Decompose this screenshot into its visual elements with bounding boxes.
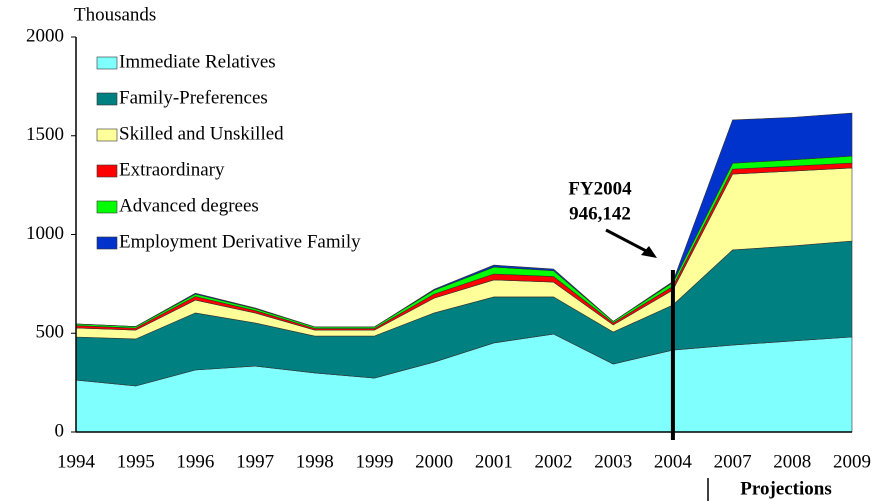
x-tick-label: 2007 (714, 451, 752, 472)
x-tick-label: 2002 (535, 451, 573, 472)
y-tick-label: 1000 (26, 223, 64, 244)
legend-swatch (96, 200, 118, 214)
x-tick-label: 2009 (833, 451, 871, 472)
projections-label: Projections (740, 478, 831, 499)
y-tick-label: 500 (36, 322, 65, 343)
legend-swatch (96, 128, 118, 142)
x-tick-label: 2000 (415, 451, 453, 472)
legend-label: Skilled and Unskilled (119, 123, 284, 144)
x-tick-label: 2008 (773, 451, 811, 472)
x-tick-label: 1998 (296, 451, 334, 472)
annotation-value: 946,142 (569, 203, 631, 224)
y-tick-label: 1500 (26, 124, 64, 145)
legend-label: Extraordinary (119, 159, 225, 180)
legend-label: Advanced degrees (119, 195, 259, 216)
x-tick-label: 1994 (57, 451, 96, 472)
y-axis-label: Thousands (74, 4, 156, 25)
annotation-label: FY2004 (568, 178, 632, 199)
annotation-arrow (605, 228, 653, 256)
legend-swatch (96, 92, 118, 106)
x-tick-label: 1997 (236, 451, 274, 472)
y-tick-label: 0 (55, 420, 65, 441)
legend-swatch (96, 236, 118, 250)
x-tick-label: 1995 (117, 451, 155, 472)
x-tick-label: 1996 (176, 451, 214, 472)
legend-label: Immediate Relatives (119, 51, 276, 72)
legend-swatch (96, 164, 118, 178)
arrow-head (641, 246, 657, 258)
y-tick-label: 2000 (26, 25, 64, 46)
legend-label: Employment Derivative Family (119, 231, 361, 252)
legend-label: Family-Preferences (119, 87, 268, 108)
legend-swatch (96, 56, 118, 70)
area (75, 112, 853, 328)
x-tick-label: 1999 (355, 451, 393, 472)
x-tick-label: 2001 (475, 451, 513, 472)
x-tick-label: 2003 (594, 451, 632, 472)
x-tick-label: 2004 (654, 451, 693, 472)
